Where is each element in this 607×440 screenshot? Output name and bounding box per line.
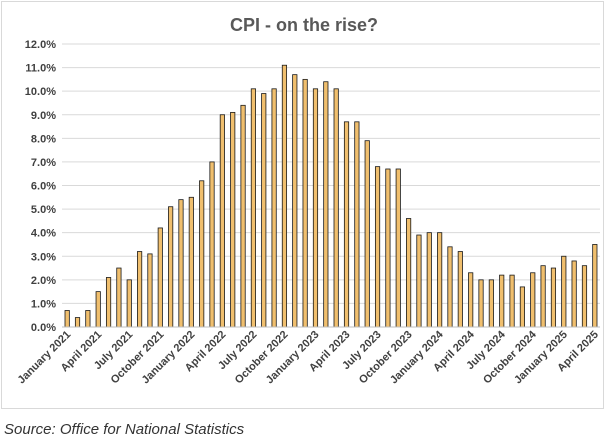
bar [530,272,536,328]
bar [354,121,360,328]
bar [457,251,463,328]
bar [147,253,153,328]
bar [178,199,184,328]
bar [74,317,81,328]
bar [292,74,298,328]
bar [343,121,350,328]
bar [209,161,215,328]
y-tick-label: 8.0% [31,133,56,145]
bar [581,265,588,328]
bar [478,279,484,328]
bars [64,64,598,328]
bar [95,291,101,328]
y-tick-label: 0.0% [31,322,56,334]
y-tick-label: 3.0% [31,251,56,263]
bar [468,272,474,328]
chart-title: CPI - on the rise? [230,15,378,35]
x-tick-label: January 2021 [16,329,74,387]
y-tick-label: 7.0% [31,157,56,169]
y-tick-label: 12.0% [25,39,56,51]
bar [416,234,422,328]
bar [406,218,412,328]
y-tick-label: 2.0% [31,275,56,287]
bar [333,88,339,328]
bar [116,267,122,328]
bar [385,168,391,328]
y-tick-label: 10.0% [25,86,56,98]
bar [85,310,91,328]
y-tick-label: 5.0% [31,204,56,216]
cpi-bar-chart: CPI - on the rise? 0.0% 1.0% 2.0% 3.0% 4.0% 5… [16,15,601,386]
gridlines [62,43,600,304]
source-note: Source: Office for National Statistics [4,421,245,438]
bar [540,265,546,328]
bar [271,88,277,328]
bar [437,232,443,328]
y-tick-label: 4.0% [31,228,56,240]
bar [374,166,381,328]
bar [188,196,194,328]
bar [426,232,432,328]
y-tick-label: 9.0% [31,110,56,122]
bar [571,260,577,328]
bar [364,140,370,328]
bar [281,64,288,328]
bar [519,286,525,328]
y-tick-label: 6.0% [31,181,56,193]
bar [137,251,143,328]
bar [395,168,401,328]
bar [105,277,112,328]
bar [561,255,567,328]
bar [312,88,319,328]
bar [261,93,267,328]
bar [488,279,494,328]
bar [302,78,308,328]
bar [168,206,174,328]
bar [126,279,132,328]
bar [509,274,515,328]
bar [447,246,453,328]
y-tick-label: 11.0% [25,63,56,75]
bar [592,244,598,328]
bar [64,310,70,328]
bar [219,114,225,328]
bar [550,267,557,328]
bar [250,88,256,328]
bar [499,274,505,328]
bar [199,180,205,328]
bar [230,111,236,328]
y-axis-tick-labels: 0.0% 1.0% 2.0% 3.0% 4.0% 5.0% 6.0% 7.0% 8.0% 9.0%… [25,39,56,334]
bar [323,81,329,328]
chart-area: CPI - on the rise? 0.0% 1.0% 2.0% 3.0% 4.0% 5… [1,1,604,409]
y-tick-label: 1.0% [31,298,56,310]
bar [157,227,163,328]
bar [240,104,246,328]
